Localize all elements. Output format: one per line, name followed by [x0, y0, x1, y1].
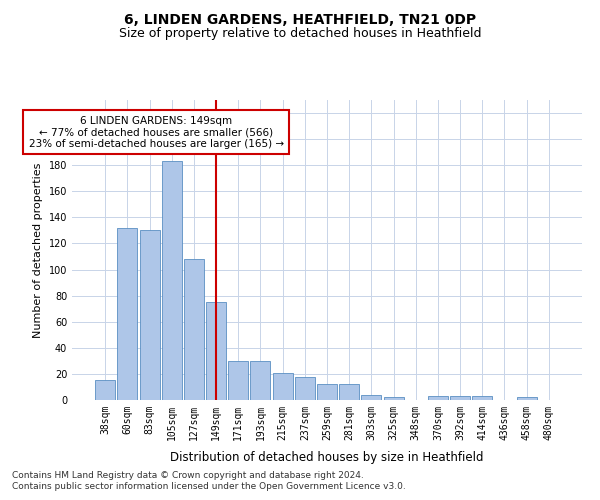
Text: 6 LINDEN GARDENS: 149sqm
← 77% of detached houses are smaller (566)
23% of semi-: 6 LINDEN GARDENS: 149sqm ← 77% of detach… — [29, 116, 284, 149]
Bar — [162, 162, 182, 400]
Bar — [295, 376, 315, 400]
Bar — [228, 361, 248, 400]
Bar — [206, 302, 226, 400]
Bar — [517, 398, 536, 400]
Bar — [339, 384, 359, 400]
Bar — [317, 384, 337, 400]
Bar — [184, 259, 204, 400]
Bar — [428, 396, 448, 400]
Bar — [140, 230, 160, 400]
Bar — [95, 380, 115, 400]
Text: Size of property relative to detached houses in Heathfield: Size of property relative to detached ho… — [119, 28, 481, 40]
Bar — [250, 361, 271, 400]
Bar — [118, 228, 137, 400]
Y-axis label: Number of detached properties: Number of detached properties — [33, 162, 43, 338]
Bar — [272, 372, 293, 400]
Bar — [361, 395, 382, 400]
Text: 6, LINDEN GARDENS, HEATHFIELD, TN21 0DP: 6, LINDEN GARDENS, HEATHFIELD, TN21 0DP — [124, 12, 476, 26]
Text: Contains public sector information licensed under the Open Government Licence v3: Contains public sector information licen… — [12, 482, 406, 491]
Text: Distribution of detached houses by size in Heathfield: Distribution of detached houses by size … — [170, 451, 484, 464]
Bar — [383, 398, 404, 400]
Bar — [450, 396, 470, 400]
Bar — [472, 396, 492, 400]
Text: Contains HM Land Registry data © Crown copyright and database right 2024.: Contains HM Land Registry data © Crown c… — [12, 471, 364, 480]
